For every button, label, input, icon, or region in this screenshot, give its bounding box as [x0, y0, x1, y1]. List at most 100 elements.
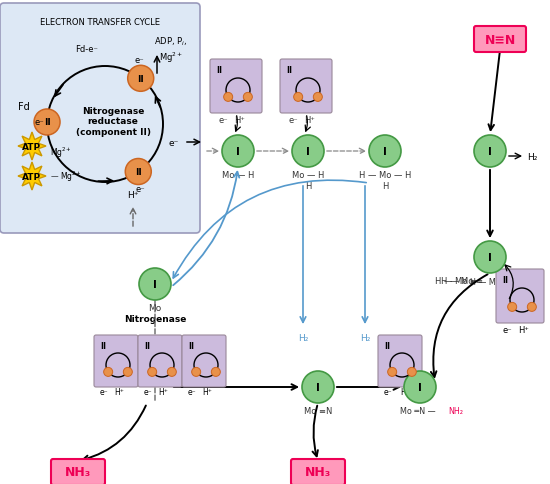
Circle shape [34, 110, 60, 136]
Circle shape [147, 368, 157, 377]
Text: N≡N: N≡N [485, 33, 516, 46]
FancyBboxPatch shape [182, 335, 226, 387]
Text: NH₃: NH₃ [305, 466, 331, 479]
Text: I: I [153, 279, 157, 289]
Text: H⁺: H⁺ [202, 387, 212, 396]
Text: H₂: H₂ [360, 333, 370, 342]
Text: H — Mo ≡: H — Mo ≡ [436, 276, 480, 286]
Text: H⁺: H⁺ [304, 116, 315, 125]
Circle shape [103, 368, 113, 377]
Circle shape [128, 66, 153, 92]
Circle shape [302, 371, 334, 403]
Text: Mo: Mo [148, 303, 162, 312]
Text: II: II [216, 66, 222, 75]
Text: I: I [383, 147, 387, 157]
Circle shape [369, 136, 401, 167]
Text: — Mg$^{2+}$: — Mg$^{2+}$ [50, 169, 82, 184]
Text: H⁺: H⁺ [400, 387, 410, 396]
Circle shape [191, 368, 201, 377]
Text: H — Mo ≡: H — Mo ≡ [470, 277, 510, 287]
Text: H — Mo ≡: H — Mo ≡ [441, 276, 483, 286]
Text: Nitrogenase
reductase
(component II): Nitrogenase reductase (component II) [75, 107, 151, 136]
Text: e⁻: e⁻ [135, 184, 145, 193]
Circle shape [314, 93, 322, 102]
Text: ELECTRON TRANSFER CYCLE: ELECTRON TRANSFER CYCLE [40, 18, 160, 27]
Text: e⁻: e⁻ [288, 116, 298, 125]
Polygon shape [18, 163, 46, 191]
Text: II: II [100, 341, 106, 350]
Text: II: II [286, 66, 292, 75]
Text: H⁺: H⁺ [127, 191, 139, 199]
Text: NH₃: NH₃ [65, 466, 91, 479]
Text: H⁺: H⁺ [518, 325, 529, 334]
Circle shape [292, 136, 324, 167]
FancyBboxPatch shape [378, 335, 422, 387]
Text: II: II [188, 341, 194, 350]
Circle shape [404, 371, 436, 403]
Text: e⁻: e⁻ [35, 118, 44, 127]
Circle shape [508, 303, 516, 312]
Text: II: II [502, 275, 508, 285]
Text: e⁻: e⁻ [100, 387, 109, 396]
Text: II: II [384, 341, 390, 350]
Text: H₂: H₂ [298, 333, 308, 342]
Text: I: I [488, 147, 492, 157]
Text: II: II [135, 167, 142, 177]
Circle shape [408, 368, 416, 377]
Text: e⁻: e⁻ [218, 116, 228, 125]
FancyBboxPatch shape [210, 60, 262, 114]
FancyBboxPatch shape [138, 335, 182, 387]
FancyBboxPatch shape [51, 459, 105, 484]
Circle shape [167, 368, 177, 377]
Circle shape [243, 93, 252, 102]
FancyBboxPatch shape [291, 459, 345, 484]
Text: H⁺: H⁺ [234, 116, 245, 125]
Circle shape [139, 269, 171, 301]
Text: H₂: H₂ [527, 152, 537, 161]
Text: e⁻: e⁻ [502, 325, 512, 334]
Circle shape [123, 368, 133, 377]
Text: N≡N: N≡N [508, 276, 528, 286]
FancyBboxPatch shape [94, 335, 138, 387]
Text: Mo — H: Mo — H [292, 171, 324, 180]
Text: Mo ═N —: Mo ═N — [400, 406, 436, 415]
FancyBboxPatch shape [474, 27, 526, 53]
Text: I: I [316, 382, 320, 392]
FancyBboxPatch shape [0, 4, 200, 233]
Text: Nitrogenase: Nitrogenase [124, 314, 186, 323]
Text: ATP: ATP [23, 142, 42, 151]
Text: I: I [488, 253, 492, 262]
Text: Mg$^{2+}$: Mg$^{2+}$ [50, 146, 72, 160]
Text: e⁻: e⁻ [144, 387, 153, 396]
Circle shape [222, 136, 254, 167]
Text: Fd-e⁻: Fd-e⁻ [75, 45, 98, 54]
Circle shape [474, 242, 506, 273]
Text: e⁻: e⁻ [135, 56, 145, 65]
Text: H: H [305, 182, 311, 191]
Text: I: I [418, 382, 422, 392]
Text: ADP, P$_i$,
Mg$^{2+}$: ADP, P$_i$, Mg$^{2+}$ [155, 36, 188, 65]
FancyBboxPatch shape [496, 270, 544, 323]
Circle shape [527, 303, 536, 312]
Text: NH₂: NH₂ [448, 406, 463, 415]
Text: I: I [306, 147, 310, 157]
Text: Fd: Fd [18, 102, 30, 112]
Text: e⁻: e⁻ [188, 387, 197, 396]
Text: H: H [382, 182, 388, 191]
FancyBboxPatch shape [280, 60, 332, 114]
Text: II: II [43, 118, 51, 127]
Text: I: I [236, 147, 240, 157]
Text: e⁻: e⁻ [169, 138, 179, 147]
Text: H — Mo — H: H — Mo — H [359, 171, 411, 180]
Text: II: II [138, 75, 144, 84]
Text: H⁺: H⁺ [158, 387, 168, 396]
Polygon shape [18, 133, 46, 161]
Text: Mo — H: Mo — H [222, 171, 254, 180]
Text: e⁻: e⁻ [384, 387, 393, 396]
Text: N≡N: N≡N [526, 277, 544, 287]
Circle shape [474, 136, 506, 167]
Text: ATP: ATP [23, 172, 42, 181]
Circle shape [125, 159, 151, 185]
Text: II: II [144, 341, 150, 350]
Circle shape [294, 93, 302, 102]
